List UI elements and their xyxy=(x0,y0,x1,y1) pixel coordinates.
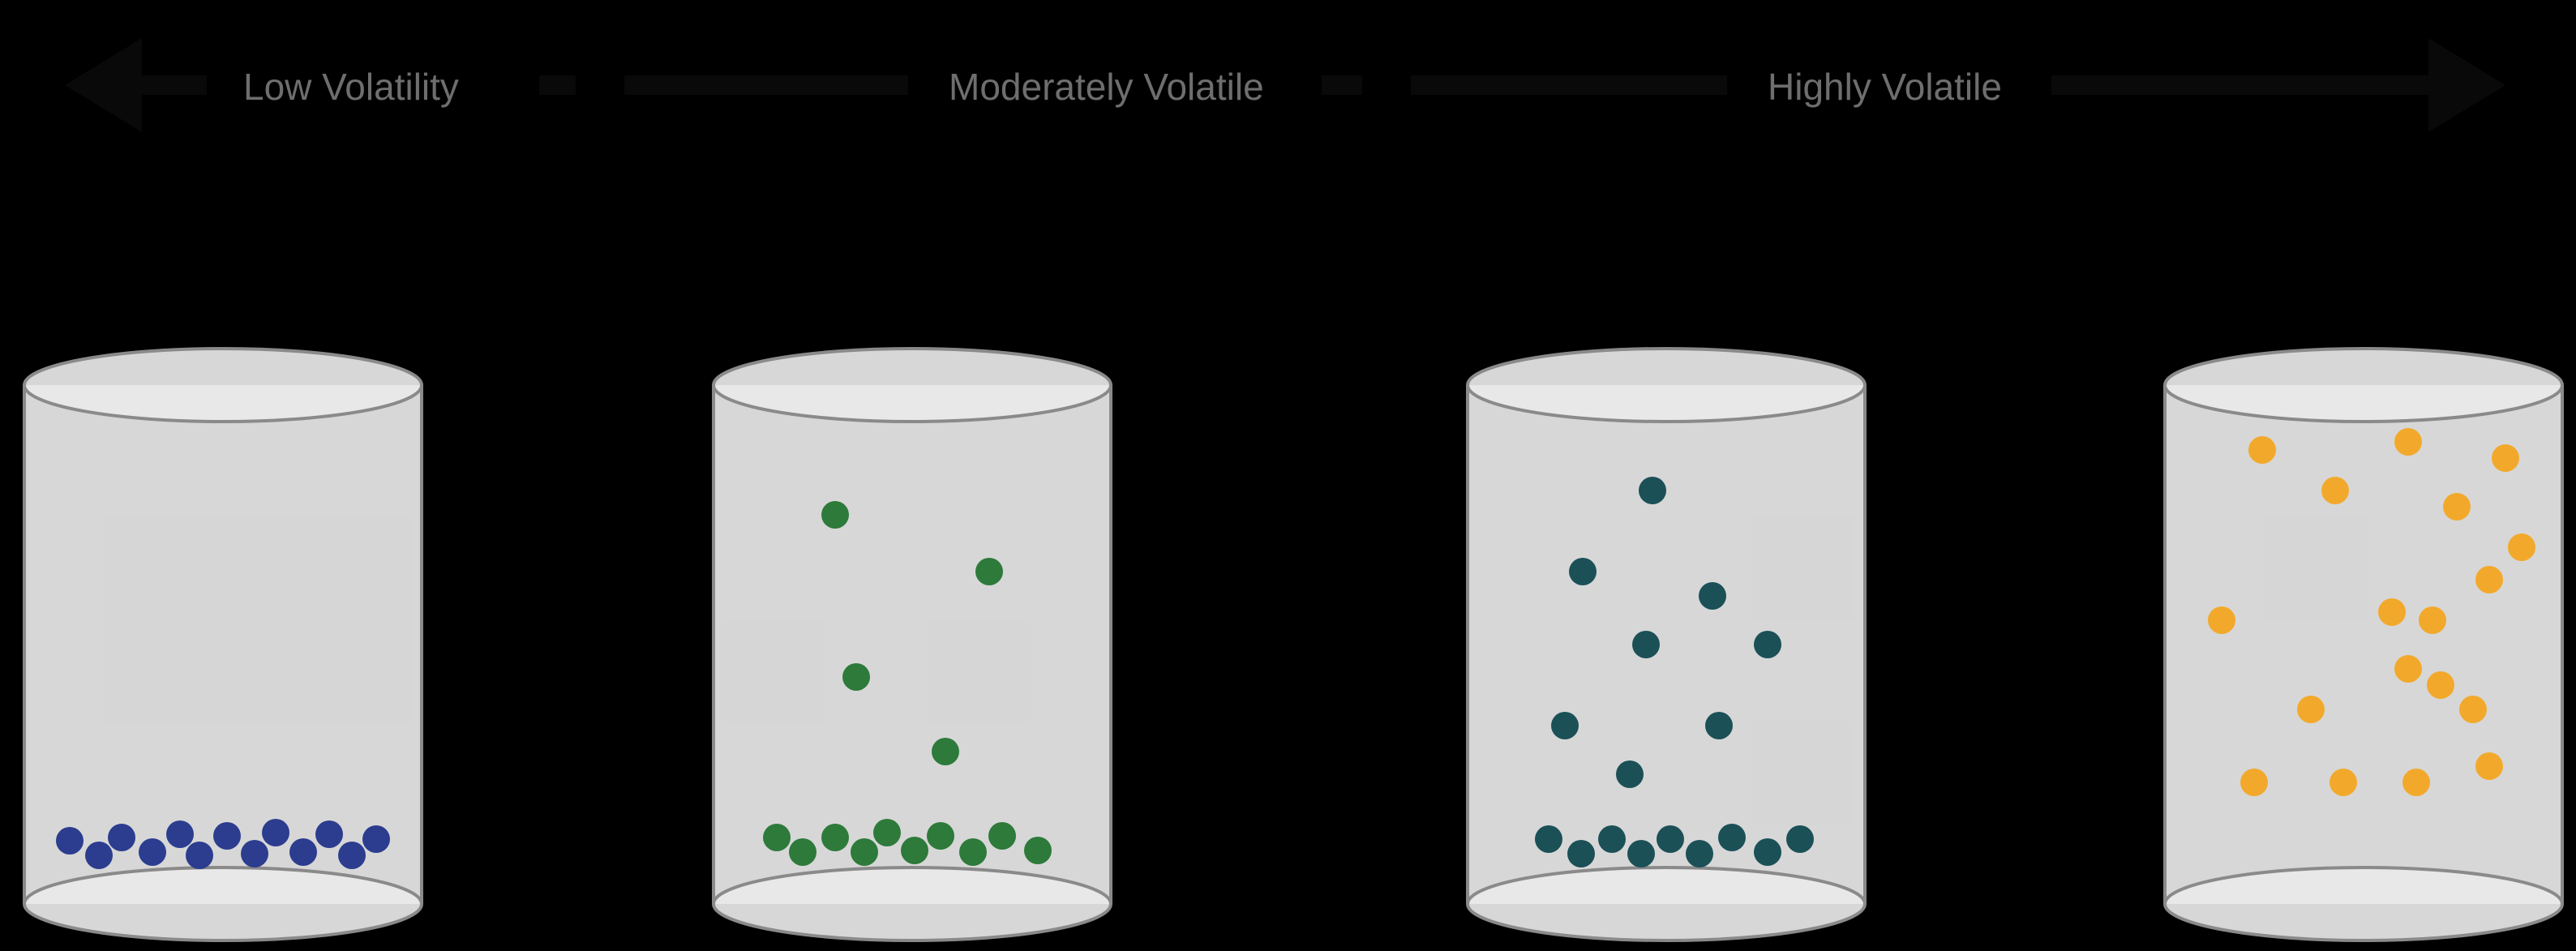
label-low-volatility: Low Volatility xyxy=(243,65,459,109)
particle xyxy=(2240,769,2268,796)
particle xyxy=(56,827,84,855)
particle xyxy=(2402,769,2430,796)
particle xyxy=(2475,752,2503,780)
particle xyxy=(821,824,849,851)
particle xyxy=(1718,824,1746,851)
particle xyxy=(959,838,987,866)
particle xyxy=(213,822,241,850)
particle xyxy=(1754,631,1781,658)
particle xyxy=(1569,558,1597,585)
particle xyxy=(763,824,791,851)
low-volatility-container xyxy=(16,341,430,949)
particle xyxy=(186,842,213,869)
particle xyxy=(338,842,366,869)
moderate-volatility-container-1 xyxy=(705,341,1119,949)
particle xyxy=(108,824,135,851)
particle xyxy=(166,820,194,848)
particle xyxy=(289,838,317,866)
particle xyxy=(932,738,959,765)
particle xyxy=(2394,428,2422,456)
particle xyxy=(1657,825,1684,853)
particle xyxy=(901,837,928,864)
particle xyxy=(2508,533,2535,561)
particle xyxy=(2248,436,2276,464)
particle xyxy=(262,819,289,846)
particle xyxy=(1024,837,1052,864)
particle xyxy=(1598,825,1626,853)
particle xyxy=(362,825,390,853)
particle xyxy=(1705,712,1733,739)
particle xyxy=(851,838,878,866)
label-moderate-volatility: Moderately Volatile xyxy=(949,65,1264,109)
particle xyxy=(1699,582,1726,610)
particle xyxy=(2297,696,2325,723)
particle xyxy=(2321,477,2349,504)
particle xyxy=(975,558,1003,585)
particle xyxy=(988,822,1016,850)
particle xyxy=(821,501,849,529)
particle xyxy=(842,663,870,691)
particle xyxy=(1632,631,1660,658)
particle xyxy=(1686,840,1713,867)
volatility-diagram: Low Volatility Moderately Volatile Highl… xyxy=(0,0,2576,951)
particle xyxy=(1535,825,1562,853)
particle xyxy=(2492,444,2519,472)
particle xyxy=(139,838,166,866)
label-high-volatility: Highly Volatile xyxy=(1768,65,2002,109)
particle xyxy=(873,819,901,846)
particle xyxy=(241,840,268,867)
particle xyxy=(2475,566,2503,593)
particle xyxy=(2330,769,2357,796)
particle xyxy=(2394,655,2422,683)
particle xyxy=(1616,760,1644,788)
particle xyxy=(1627,840,1655,867)
particle xyxy=(85,842,113,869)
particle xyxy=(2378,598,2406,626)
particle xyxy=(1567,840,1595,867)
particle xyxy=(1639,477,1666,504)
particle xyxy=(2459,696,2487,723)
particle xyxy=(1786,825,1814,853)
particle xyxy=(2427,671,2454,699)
particle xyxy=(1551,712,1579,739)
particle xyxy=(2208,606,2235,634)
particle xyxy=(789,838,817,866)
particle xyxy=(1754,838,1781,866)
particle xyxy=(315,820,343,848)
particle xyxy=(2443,493,2471,520)
high-volatility-container xyxy=(2157,341,2570,949)
moderate-volatility-container-2 xyxy=(1459,341,1873,949)
particle xyxy=(2419,606,2446,634)
particle xyxy=(927,822,954,850)
